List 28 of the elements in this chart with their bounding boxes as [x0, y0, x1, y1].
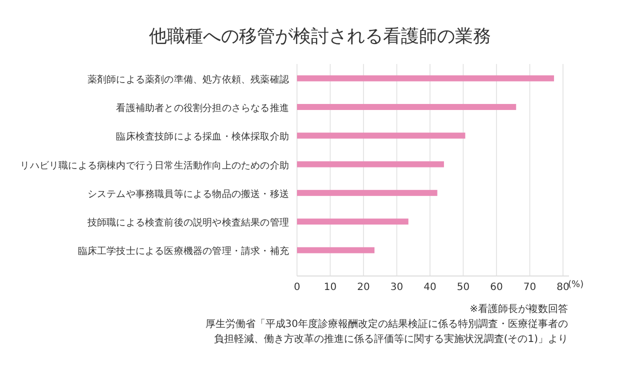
y-tick-label: 臨床工学技士による医療機器の管理・請求・補充	[78, 245, 290, 258]
x-tick-label: 0	[294, 282, 300, 293]
y-tick-label: リハビリ職による病棟内で行う日常生活動作向上のための介助	[20, 159, 290, 172]
x-tick-label: 80	[556, 282, 570, 293]
text: ※看護師長が複数回答	[470, 303, 568, 315]
x-tick-label: 60	[490, 282, 503, 293]
x-tick-label: 10	[324, 282, 337, 293]
x-axis-title: (%)	[568, 280, 584, 290]
x-tick-label: 20	[357, 282, 370, 293]
text: 厚生労働省「平成30年度診療報酬改定の結果検証に係る特別調査・医療従事者の	[205, 318, 568, 330]
chart-title: 他職種への移管が検討される看護師の業務	[149, 26, 491, 47]
y-tick-label: 技師職による検査前後の説明や検査結果の管理	[86, 216, 290, 229]
bar	[297, 190, 438, 196]
y-tick-label: 看護補助者との役割分担のさらなる推進	[116, 102, 290, 114]
x-tick-label: 40	[424, 282, 436, 293]
bar	[297, 161, 444, 168]
bar	[297, 104, 516, 110]
bar	[297, 132, 466, 139]
bar	[297, 247, 374, 254]
x-tick-label: 50	[456, 282, 470, 293]
bar	[297, 75, 554, 82]
y-tick-label: 薬剤師による薬剤の準備、処方依頼、残薬確認	[87, 73, 290, 86]
x-tick-label: 70	[523, 282, 536, 293]
y-tick-label: 臨床検査技師による採血・検体採取介助	[116, 130, 290, 143]
text: 負担軽減、働き方改革の推進に係る評価等に関する実施状況調査(その1)」より	[214, 333, 568, 345]
y-tick-label: システムや事務職員等による物品の搬送・移送	[87, 188, 290, 200]
bar	[297, 218, 408, 225]
x-tick-label: 30	[390, 282, 404, 293]
